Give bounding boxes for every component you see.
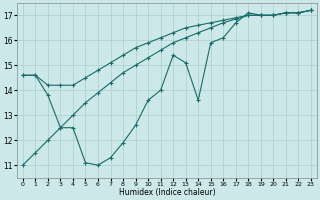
X-axis label: Humidex (Indice chaleur): Humidex (Indice chaleur) [119,188,215,197]
